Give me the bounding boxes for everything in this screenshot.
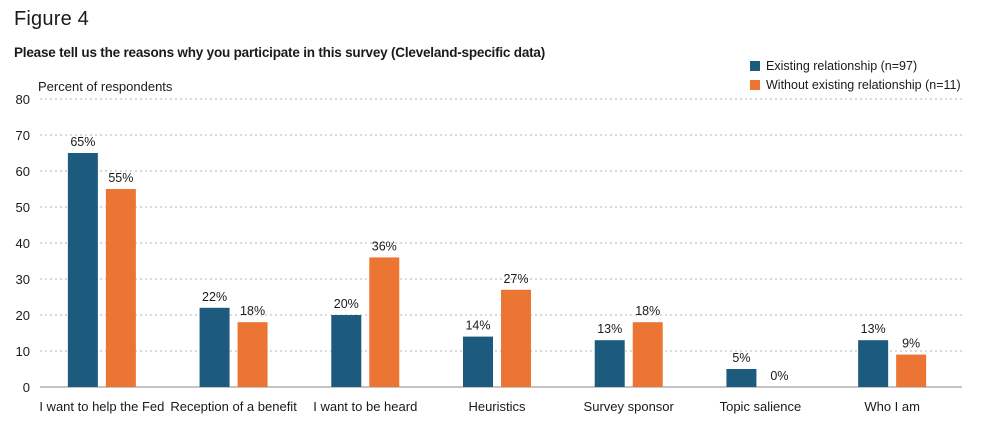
legend-swatch-without	[750, 79, 760, 90]
y-tick-label: 20	[16, 308, 30, 323]
x-tick-label: Survey sponsor	[584, 399, 675, 414]
bar-without-4	[632, 322, 663, 387]
legend-item-without: Without existing relationship (n=11)	[750, 75, 961, 94]
bar-existing-5	[726, 369, 757, 387]
bar-without-0	[105, 189, 136, 387]
legend-label-existing: Existing relationship (n=97)	[766, 58, 918, 73]
y-tick-label: 50	[16, 200, 30, 215]
y-tick-label: 0	[23, 380, 30, 395]
data-label: 14%	[465, 319, 490, 333]
data-label: 18%	[240, 304, 265, 318]
x-tick-label: Reception of a benefit	[170, 399, 297, 414]
data-label: 9%	[902, 337, 920, 351]
legend-label-without: Without existing relationship (n=11)	[766, 77, 961, 92]
y-tick-label: 30	[16, 272, 30, 287]
data-label: 5%	[732, 351, 750, 365]
x-tick-label: I want to help the Fed	[39, 399, 164, 414]
figure-label: Figure 4	[14, 8, 89, 30]
legend-swatch-existing	[750, 60, 760, 71]
data-label: 18%	[635, 304, 660, 318]
data-label: 27%	[503, 272, 528, 286]
y-tick-label: 80	[16, 92, 30, 107]
legend-item-existing: Existing relationship (n=97)	[750, 56, 961, 75]
bar-existing-2	[331, 315, 362, 387]
chart-legend: Existing relationship (n=97) Without exi…	[750, 56, 961, 94]
chart-title: Please tell us the reasons why you parti…	[14, 45, 546, 60]
bar-existing-4	[594, 340, 625, 387]
y-axis-title: Percent of respondents	[38, 79, 173, 94]
data-label: 0%	[770, 369, 788, 383]
x-tick-label: Who I am	[864, 399, 920, 414]
bar-existing-1	[199, 307, 230, 387]
x-tick-label: I want to be heard	[313, 399, 417, 414]
data-label: 13%	[597, 322, 622, 336]
y-tick-label: 60	[16, 164, 30, 179]
data-label: 22%	[202, 290, 227, 304]
y-tick-label: 10	[16, 344, 30, 359]
data-label: 13%	[861, 322, 886, 336]
bar-existing-6	[858, 340, 889, 387]
bar-without-3	[501, 289, 531, 387]
data-label: 36%	[372, 239, 397, 253]
data-label: 65%	[70, 135, 95, 149]
x-tick-label: Topic salience	[720, 399, 802, 414]
y-tick-label: 40	[16, 236, 30, 251]
bar-without-6	[896, 354, 927, 387]
y-tick-label: 70	[16, 128, 30, 143]
bar-without-1	[237, 322, 268, 387]
data-label: 20%	[334, 297, 359, 311]
bar-existing-3	[463, 336, 493, 387]
bar-existing-0	[67, 153, 98, 387]
data-label: 55%	[108, 171, 133, 185]
bar-without-2	[369, 257, 400, 387]
x-tick-label: Heuristics	[468, 399, 526, 414]
